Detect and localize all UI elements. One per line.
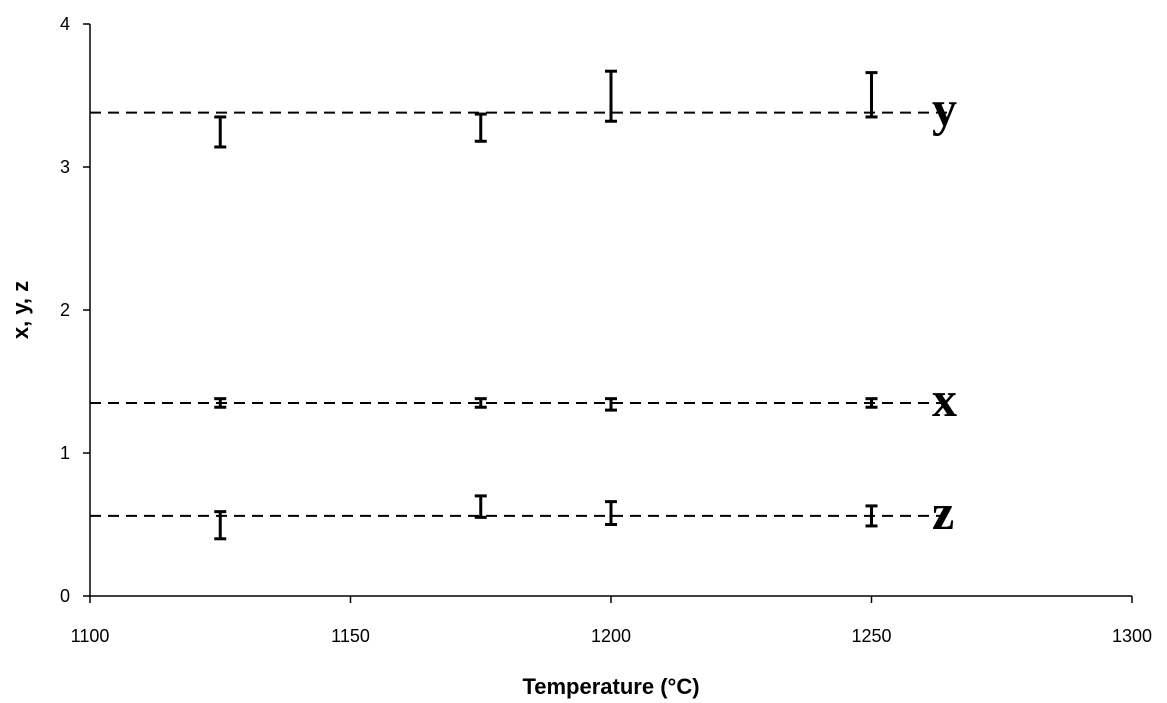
x-tick-label: 1100 (71, 626, 110, 646)
error-bar-z (474, 494, 487, 519)
y-tick-label: 3 (60, 157, 70, 177)
y-tick-label: 1 (60, 443, 70, 463)
error-bar-y (865, 71, 878, 119)
error-bar-x (865, 397, 878, 409)
series-label-y: y (932, 81, 957, 137)
x-tick-label: 1200 (591, 626, 631, 646)
error-bars (214, 69, 878, 541)
y-tick-label: 2 (60, 300, 70, 320)
series-label-z: z (932, 484, 954, 540)
error-bar-x (214, 397, 227, 409)
y-tick-label: 4 (60, 14, 70, 34)
error-bar-z (865, 504, 878, 528)
error-bar-z (605, 500, 617, 526)
axes: 1100 1150 1200 1250 1300 0 1 2 3 4 (60, 14, 1152, 646)
series-labels: y x z (932, 81, 957, 540)
series-label-x: x (932, 371, 957, 427)
error-bar-y (605, 69, 617, 123)
x-tick-label: 1150 (331, 626, 370, 646)
x-tick-label: 1300 (1112, 626, 1152, 646)
y-axis-title: x, y, z (8, 281, 33, 339)
x-axis-title: Temperature (°C) (522, 674, 699, 699)
error-bar-y (214, 115, 227, 149)
error-bar-x (605, 397, 617, 412)
y-tick-label: 0 (60, 586, 70, 606)
error-bar-x (474, 397, 487, 409)
x-tick-label: 1250 (851, 626, 891, 646)
reference-lines (90, 111, 950, 517)
error-bar-z (214, 510, 227, 541)
error-bar-y (474, 112, 487, 143)
